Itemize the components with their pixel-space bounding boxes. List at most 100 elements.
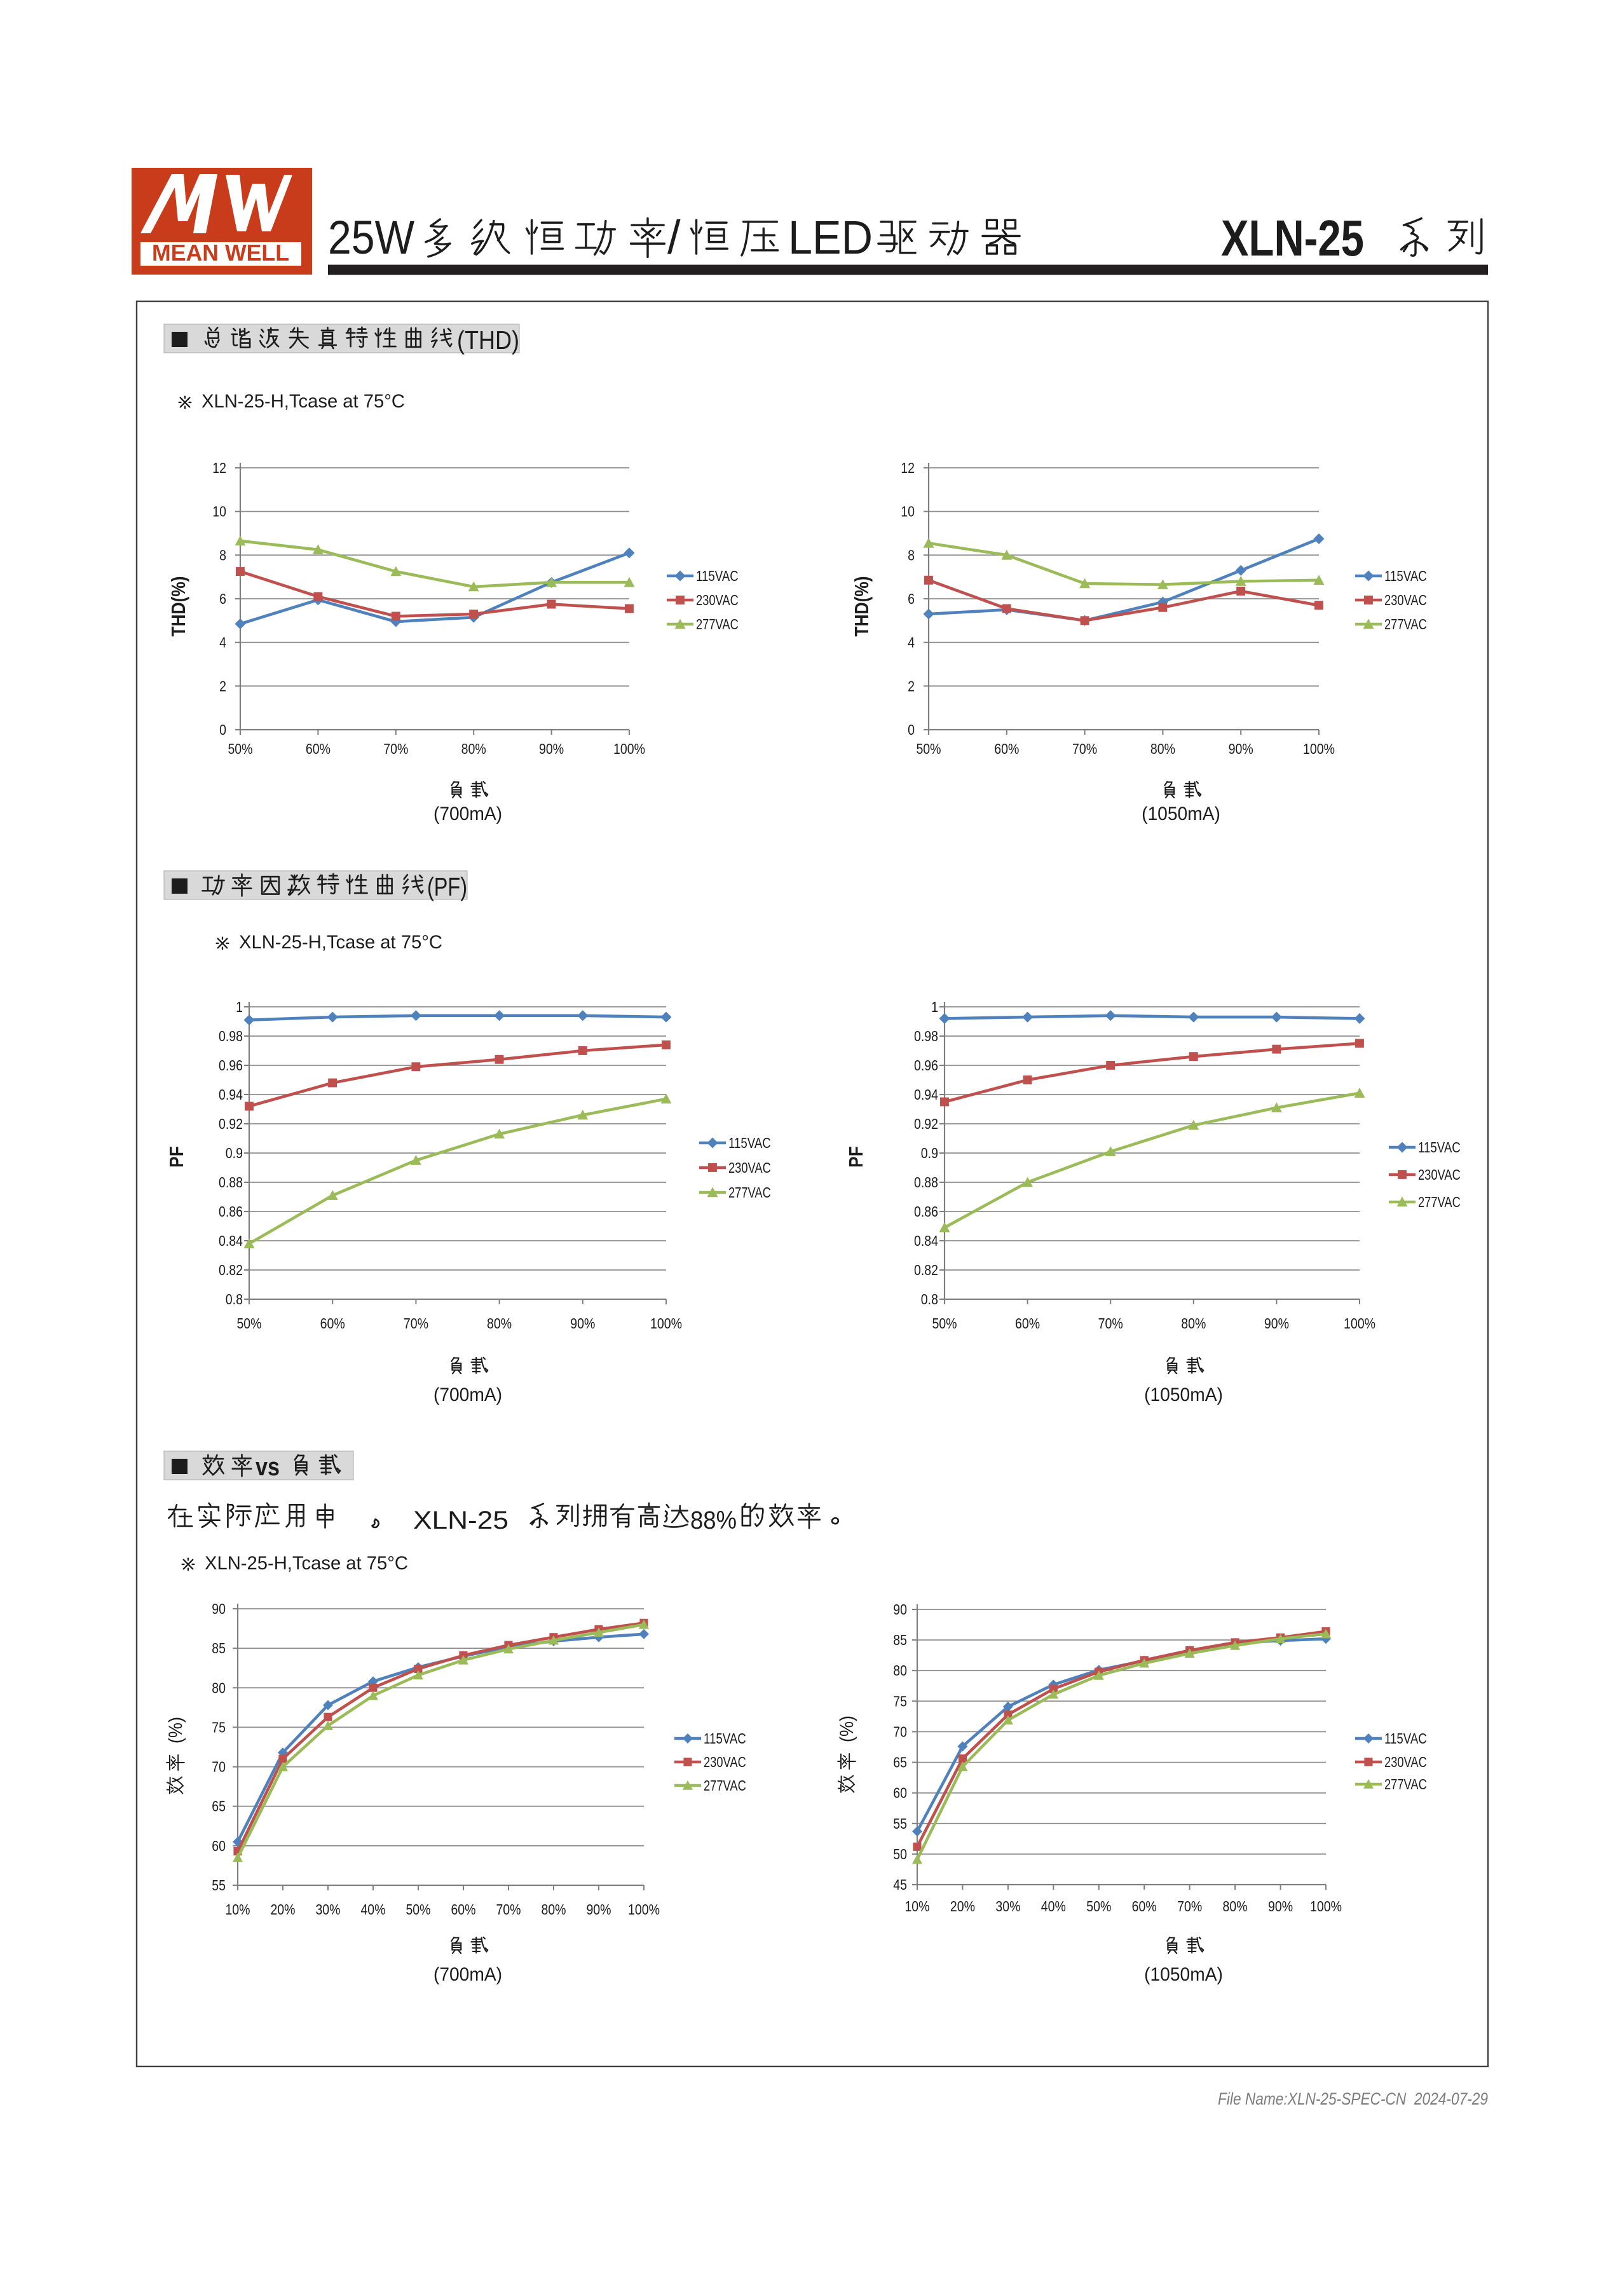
svg-text:90%: 90%	[539, 741, 564, 757]
svg-text:60: 60	[212, 1838, 226, 1854]
svg-text:50%: 50%	[1086, 1898, 1111, 1915]
svg-text:10: 10	[212, 503, 226, 520]
svg-text:0.84: 0.84	[219, 1232, 243, 1249]
svg-text:60%: 60%	[320, 1315, 345, 1332]
svg-text:XLN-25-H,Tcase at 75°C: XLN-25-H,Tcase at 75°C	[205, 1553, 408, 1574]
svg-text:0.84: 0.84	[914, 1232, 938, 1249]
svg-text:115VAC: 115VAC	[1418, 1139, 1461, 1156]
svg-text:115VAC: 115VAC	[704, 1730, 746, 1747]
svg-text:55: 55	[893, 1815, 907, 1832]
svg-text:50%: 50%	[932, 1315, 957, 1332]
svg-text:65: 65	[893, 1754, 907, 1771]
svg-text:25W: 25W	[328, 211, 414, 264]
svg-text:LED: LED	[788, 211, 873, 264]
svg-text:80%: 80%	[487, 1315, 512, 1332]
svg-text:115VAC: 115VAC	[696, 568, 739, 584]
svg-text:0.94: 0.94	[219, 1086, 243, 1103]
svg-text:0: 0	[908, 721, 915, 738]
svg-text:1: 1	[931, 999, 938, 1015]
svg-text:277VAC: 277VAC	[1384, 1776, 1427, 1792]
svg-text:(%): (%)	[836, 1716, 857, 1742]
svg-text:2: 2	[908, 678, 915, 694]
svg-text:XLN-25-H,Tcase at 75°C: XLN-25-H,Tcase at 75°C	[201, 391, 405, 412]
svg-text:1: 1	[236, 999, 243, 1015]
svg-text:65: 65	[212, 1798, 226, 1815]
svg-text:0.96: 0.96	[914, 1057, 938, 1074]
svg-text:0.94: 0.94	[914, 1086, 938, 1103]
svg-text:60%: 60%	[994, 741, 1019, 757]
svg-text:10%: 10%	[904, 1898, 929, 1915]
svg-text:80: 80	[212, 1679, 226, 1696]
svg-text:30%: 30%	[995, 1898, 1020, 1915]
svg-text:0.82: 0.82	[219, 1262, 243, 1278]
svg-text:70%: 70%	[1098, 1315, 1123, 1332]
svg-text:90%: 90%	[570, 1315, 595, 1332]
svg-text:90: 90	[893, 1601, 907, 1618]
svg-text:230VAC: 230VAC	[1418, 1166, 1461, 1183]
svg-text:2: 2	[219, 678, 226, 694]
svg-text:12: 12	[212, 460, 226, 476]
svg-text:100%: 100%	[1344, 1315, 1375, 1332]
svg-text:115VAC: 115VAC	[728, 1135, 771, 1151]
svg-text:0.88: 0.88	[219, 1174, 243, 1191]
svg-text:75: 75	[212, 1719, 226, 1735]
svg-text:THD(%): THD(%)	[850, 576, 873, 636]
svg-text:0.98: 0.98	[914, 1028, 938, 1044]
svg-text:XLN-25: XLN-25	[1221, 210, 1364, 266]
svg-text:80%: 80%	[1181, 1315, 1206, 1332]
svg-text:40%: 40%	[360, 1901, 385, 1918]
svg-text:MEAN WELL: MEAN WELL	[152, 240, 289, 266]
svg-text:File Name:XLN-25-SPEC-CN 2024: File Name:XLN-25-SPEC-CN 2024-07-29	[1218, 2089, 1488, 2108]
svg-text:0.92: 0.92	[219, 1116, 243, 1132]
svg-text:277VAC: 277VAC	[1418, 1194, 1461, 1210]
svg-text:(1050mA): (1050mA)	[1144, 1964, 1223, 1985]
svg-text:80%: 80%	[1150, 741, 1175, 757]
svg-text:50%: 50%	[236, 1315, 261, 1332]
svg-text:50%: 50%	[916, 741, 941, 757]
svg-text:75: 75	[893, 1693, 907, 1709]
svg-text:(700mA): (700mA)	[433, 803, 502, 824]
svg-text:12: 12	[901, 460, 915, 476]
svg-text:PF: PF	[845, 1146, 867, 1168]
svg-text:0.88: 0.88	[914, 1174, 938, 1191]
svg-text:100%: 100%	[1310, 1898, 1342, 1915]
svg-text:10%: 10%	[225, 1901, 250, 1918]
svg-text:100%: 100%	[650, 1315, 682, 1332]
svg-text:230VAC: 230VAC	[704, 1754, 746, 1770]
svg-text:vs: vs	[256, 1453, 280, 1481]
svg-text:70: 70	[893, 1723, 907, 1740]
svg-text:50%: 50%	[228, 741, 252, 757]
svg-text:0.9: 0.9	[226, 1145, 243, 1161]
svg-text:0.92: 0.92	[914, 1116, 938, 1132]
svg-text:70%: 70%	[1177, 1898, 1202, 1915]
svg-text:6: 6	[219, 590, 226, 607]
svg-text:30%: 30%	[315, 1901, 340, 1918]
svg-text:XLN-25: XLN-25	[413, 1506, 508, 1534]
svg-text:0: 0	[219, 721, 226, 738]
svg-text:90: 90	[212, 1601, 226, 1617]
svg-text:80%: 80%	[541, 1901, 566, 1918]
svg-text:277VAC: 277VAC	[696, 616, 739, 632]
svg-text:277VAC: 277VAC	[728, 1184, 771, 1201]
svg-text:85: 85	[893, 1632, 907, 1648]
svg-text:100%: 100%	[628, 1901, 660, 1918]
svg-text:6: 6	[908, 590, 915, 607]
svg-text:20%: 20%	[270, 1901, 295, 1918]
svg-text:THD(%): THD(%)	[167, 576, 189, 636]
svg-text:60%: 60%	[1015, 1315, 1040, 1332]
svg-text:277VAC: 277VAC	[704, 1777, 746, 1794]
svg-text:(700mA): (700mA)	[433, 1964, 502, 1985]
svg-text:8: 8	[219, 547, 226, 563]
svg-text:(700mA): (700mA)	[433, 1384, 502, 1405]
svg-text:50%: 50%	[406, 1901, 430, 1918]
svg-text:88%: 88%	[690, 1506, 737, 1534]
svg-text:0.86: 0.86	[219, 1203, 243, 1220]
svg-text:20%: 20%	[950, 1898, 975, 1915]
svg-text:60: 60	[893, 1785, 907, 1801]
svg-text:60%: 60%	[306, 741, 331, 757]
svg-text:60%: 60%	[451, 1901, 475, 1918]
svg-text:0.96: 0.96	[219, 1057, 243, 1074]
svg-text:50: 50	[893, 1846, 907, 1862]
svg-text:0.8: 0.8	[921, 1291, 938, 1307]
svg-text:(%): (%)	[165, 1717, 186, 1744]
